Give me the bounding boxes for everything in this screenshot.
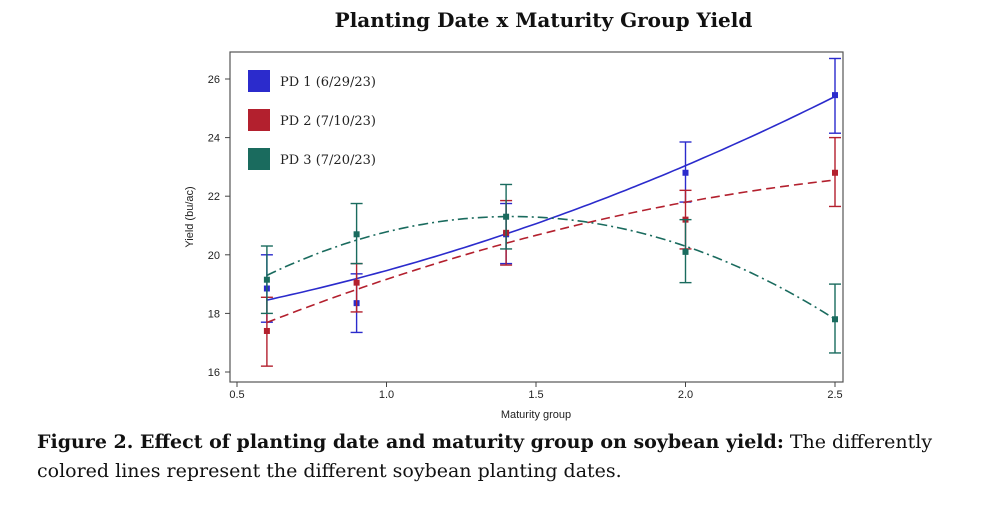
legend-swatch	[248, 70, 270, 92]
data-point	[353, 231, 360, 238]
y-tick-label: 26	[208, 74, 220, 86]
caption-bold: Figure 2. Effect of planting date and ma…	[37, 431, 784, 453]
fit-line	[266, 215, 836, 320]
chart-title: Planting Date x Maturity Group Yield	[334, 8, 753, 32]
y-tick-label: 18	[208, 308, 220, 320]
x-tick-label: 1.0	[379, 389, 394, 401]
data-point	[832, 92, 838, 99]
x-tick-label: 1.5	[528, 389, 543, 401]
y-tick-label: 16	[208, 367, 220, 379]
x-axis-label: Maturity group	[501, 409, 571, 421]
chart: 0.5 1.0 1.5 2.0 2.5 16 18 20 22 24 26 PD 1 (6/29/2…	[184, 51, 844, 421]
data-point	[682, 248, 689, 255]
series-1	[260, 57, 841, 334]
data-point	[503, 213, 510, 220]
series-3	[260, 183, 841, 354]
fit-line	[266, 179, 836, 324]
legend-swatch	[248, 109, 270, 131]
data-point	[832, 316, 838, 323]
series-2	[260, 136, 841, 367]
x-tick-label: 2.0	[678, 389, 693, 401]
figure-caption: Figure 2. Effect of planting date and ma…	[37, 428, 1002, 486]
data-point	[682, 169, 689, 176]
y-tick-label: 24	[208, 133, 220, 145]
data-point	[353, 279, 360, 286]
legend-swatch	[248, 148, 270, 170]
data-point	[263, 327, 270, 334]
caption-text: The differently colored lines represent …	[37, 431, 933, 482]
fit-line	[266, 95, 836, 301]
y-tick-label: 20	[208, 250, 220, 262]
plot-frame	[229, 51, 844, 383]
x-tick-label: 2.5	[827, 389, 842, 401]
x-tick-label: 0.5	[229, 389, 244, 401]
y-tick-label: 22	[208, 191, 220, 203]
data-point	[832, 169, 838, 176]
legend-label: PD 1 (6/29/23)	[280, 75, 376, 90]
legend-label: PD 3 (7/20/23)	[280, 153, 376, 168]
data-point	[263, 276, 270, 283]
legend-label: PD 2 (7/10/23)	[280, 114, 376, 129]
y-axis-label: Yield (bu/ac)	[184, 186, 196, 247]
